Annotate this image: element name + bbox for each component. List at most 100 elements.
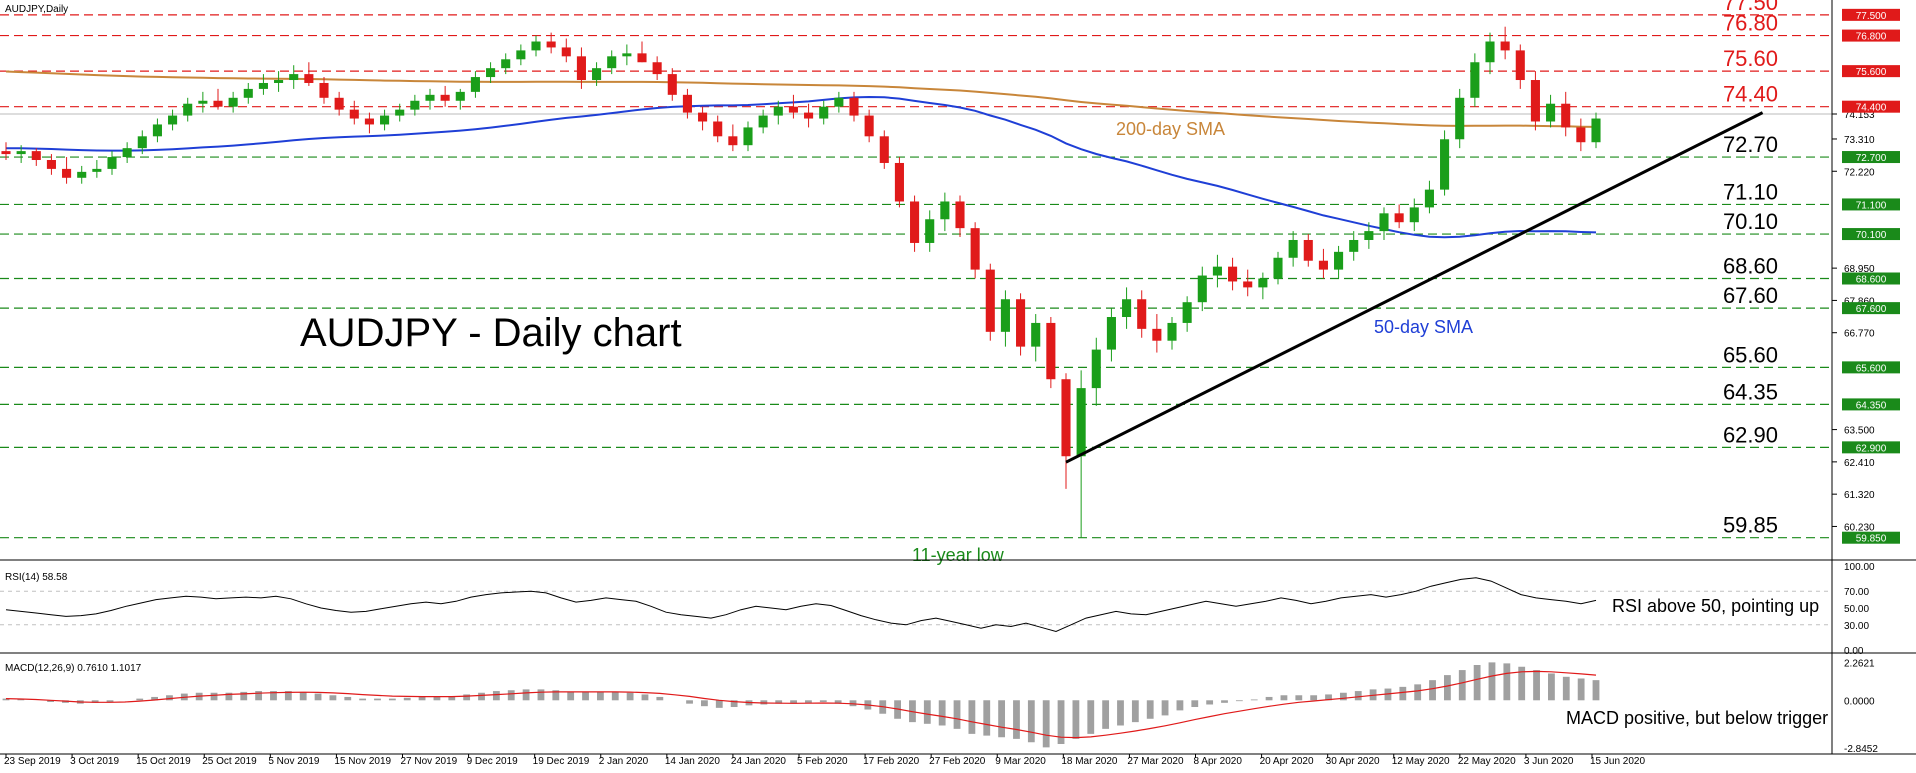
candle (243, 82, 253, 104)
candle (864, 109, 874, 143)
candle-body (1561, 103, 1571, 128)
candle (804, 103, 814, 128)
x-tick-label: 27 Nov 2019 (401, 756, 458, 767)
x-tick-label: 9 Dec 2019 (467, 756, 519, 767)
candle (1288, 231, 1298, 267)
level-tag (1842, 29, 1900, 42)
candle-body (168, 115, 178, 125)
x-tick-label: 18 Mar 2020 (1061, 756, 1118, 767)
candle (698, 106, 708, 131)
level-label: 64.35 (1723, 379, 1778, 404)
level-tag-text: 62.900 (1856, 443, 1887, 454)
x-tick-label: 15 Jun 2020 (1590, 756, 1645, 767)
candle-body (728, 136, 738, 146)
level-tag (1842, 398, 1900, 411)
candle (1091, 337, 1101, 406)
candle (910, 195, 920, 252)
candle-body (1122, 299, 1132, 318)
candle-body (1424, 189, 1434, 208)
level-label: 59.85 (1723, 513, 1778, 538)
level-tag-text: 65.600 (1856, 363, 1887, 374)
candle-body (1409, 207, 1419, 223)
candle-body (183, 103, 193, 116)
candle-body (395, 109, 405, 116)
candle (1031, 314, 1041, 362)
level-tag (1842, 361, 1900, 374)
level-label: 76.80 (1723, 11, 1778, 36)
candle-body (1137, 299, 1147, 329)
candle-body (470, 77, 480, 92)
macd-tick-label: 2.2621 (1844, 658, 1875, 669)
price-tick-label: 67.860 (1844, 296, 1875, 307)
level-tag (1842, 8, 1900, 21)
candle (1591, 112, 1601, 149)
candle-body (667, 74, 677, 95)
level-label: 67.60 (1723, 283, 1778, 308)
candle (46, 154, 56, 175)
level-tag-text: 59.850 (1856, 534, 1887, 545)
candle-body (1273, 257, 1283, 279)
candle (1197, 266, 1207, 312)
x-tick-label: 15 Nov 2019 (334, 756, 391, 767)
candle-body (274, 80, 284, 83)
level-tag (1842, 302, 1900, 315)
candle-body (985, 269, 995, 332)
candle-body (698, 112, 708, 122)
x-tick-label: 23 Sep 2019 (4, 756, 61, 767)
level-tag-text: 70.100 (1856, 230, 1887, 241)
candle (773, 100, 783, 125)
price-tick-label: 72.220 (1844, 167, 1875, 178)
candle (1394, 204, 1404, 229)
candle (486, 62, 496, 83)
x-tick-label: 2 Jan 2020 (599, 756, 649, 767)
candle-body (92, 168, 102, 172)
candle (1470, 53, 1480, 107)
candle-body (788, 106, 798, 113)
candle-body (804, 112, 814, 119)
candle (788, 94, 798, 119)
candle-body (1591, 118, 1601, 143)
candle-body (849, 97, 859, 116)
sma200-line (5, 70, 1597, 128)
candle (122, 142, 132, 163)
candle-body (652, 62, 662, 75)
candle-body (1076, 388, 1086, 457)
candle-body (1000, 299, 1010, 332)
trendline (1065, 111, 1764, 464)
candle-body (682, 94, 692, 113)
candle (213, 88, 223, 110)
candle (228, 91, 238, 113)
rsi-tick-label: 50.00 (1844, 604, 1869, 615)
candle-body (62, 168, 72, 178)
level-tag-text: 76.800 (1856, 32, 1887, 43)
candle (894, 157, 904, 208)
level-tag (1842, 441, 1900, 454)
candle (758, 109, 768, 134)
x-axis: 23 Sep 2019 3 Oct 2019 15 Oct 2019 25 Oct 2… (4, 754, 1645, 767)
candle-body (334, 97, 344, 110)
candle (592, 62, 602, 86)
candle (107, 151, 117, 175)
macd-tick-label: -2.8452 (1844, 744, 1878, 755)
candle (1273, 251, 1283, 285)
candle (470, 71, 480, 98)
level-tag-text: 77.500 (1856, 11, 1887, 22)
candle-body (1530, 80, 1540, 122)
candle (531, 35, 541, 57)
price-tick-label: 74.153 (1844, 110, 1875, 121)
candle (274, 71, 284, 92)
candle (1576, 118, 1586, 152)
candle (1182, 296, 1192, 332)
candle (561, 38, 571, 63)
candle (501, 53, 511, 75)
candle-body (955, 201, 965, 229)
candle (622, 44, 632, 66)
candle (1318, 248, 1328, 279)
level-label: 68.60 (1723, 254, 1778, 279)
x-tick-label: 3 Jun 2020 (1524, 756, 1574, 767)
level-tag-text: 64.350 (1856, 400, 1887, 411)
level-tag (1842, 531, 1900, 544)
candle (1228, 257, 1238, 291)
candle-body (1258, 278, 1268, 288)
candle-body (380, 115, 390, 125)
